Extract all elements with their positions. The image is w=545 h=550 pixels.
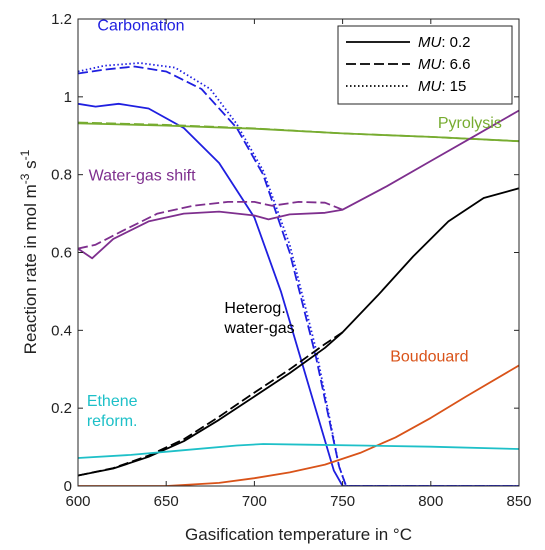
annotation-pyrolysis-line: Pyrolysis <box>438 115 502 132</box>
annotation-ethene: Ethene reform. <box>87 393 138 430</box>
series-heterog-dashed <box>78 331 344 477</box>
series-carbonation-solid <box>78 102 519 486</box>
annotation-ethene-line: reform. <box>87 413 138 430</box>
legend-value: : 0.2 <box>441 34 470 51</box>
y-tick-label: 0.2 <box>51 400 72 417</box>
annotation-wgs-line: Water-gas shift <box>89 168 197 185</box>
x-tick-label: 850 <box>506 493 531 510</box>
y-axis-label: Reaction rate in mol m-3 s-1 <box>18 149 40 354</box>
series-carbonation-dotted <box>78 62 519 486</box>
annotation-wgs: Water-gas shift <box>89 168 197 185</box>
legend-var: MU <box>418 56 441 73</box>
annotation-ethene-line: Ethene <box>87 393 138 410</box>
series-wgs-solid <box>78 109 519 260</box>
y-tick-label: 1.2 <box>51 11 72 28</box>
annotation-carbonation: Carbonation <box>97 18 184 35</box>
legend-box <box>337 25 513 105</box>
y-tick-label: 1 <box>64 89 72 106</box>
series-carbonation-dashed <box>78 65 519 486</box>
x-tick-label: 650 <box>154 493 179 510</box>
series-ethene-solid <box>78 443 519 459</box>
annotation-layer: Carbonation Pyrolysis Water-gas shift Heter… <box>87 18 502 431</box>
legend-value: : 15 <box>441 78 466 95</box>
series-boudouard-solid <box>78 364 519 486</box>
legend: MU: 0.2MU: 6.6MU: 15 <box>337 25 513 105</box>
annotation-carbonation-line: Carbonation <box>97 18 184 35</box>
x-tick-label: 750 <box>330 493 355 510</box>
y-axis-label-sup1: -3 <box>18 173 32 184</box>
legend-value: : 6.6 <box>441 56 470 73</box>
series-layer <box>78 62 519 486</box>
y-tick-label: 0.6 <box>51 245 72 262</box>
annotation-heterog-line: water-gas <box>223 320 294 337</box>
legend-var: MU <box>418 78 441 95</box>
x-axis-label: Gasification temperature in °C <box>185 525 412 544</box>
series-wgs-dashed <box>78 200 343 250</box>
y-tick-label: 0 <box>64 478 72 495</box>
x-tick-label: 600 <box>65 493 90 510</box>
x-tick-label: 700 <box>242 493 267 510</box>
y-tick-label: 0.4 <box>51 322 72 339</box>
legend-var: MU <box>418 34 441 51</box>
y-tick-label: 0.8 <box>51 167 72 184</box>
legend-items: MU: 0.2MU: 6.6MU: 15 <box>346 34 471 95</box>
y-axis-label-sup2: -1 <box>18 149 32 160</box>
y-axis-label-main: Reaction rate in mol m <box>21 184 40 354</box>
series-heterog-solid <box>78 187 519 477</box>
annotation-pyrolysis: Pyrolysis <box>438 115 502 132</box>
tick-layer: 600 650 700 750 800 850 0 0.2 0.4 0.6 0.8 1 1.2 <box>51 11 531 510</box>
y-axis-label-mid: s <box>21 160 40 173</box>
legend-label: MU: 6.6 <box>418 56 471 73</box>
x-tick-label: 800 <box>418 493 443 510</box>
annotation-boudouard: Boudouard <box>390 348 468 365</box>
annotation-heterog: Heterog. water-gas <box>223 300 294 337</box>
annotation-boudouard-line: Boudouard <box>390 348 468 365</box>
legend-label: MU: 15 <box>418 78 466 95</box>
legend-label: MU: 0.2 <box>418 34 471 51</box>
series-pyrolysis-dashed <box>78 121 519 143</box>
annotation-heterog-line: Heterog. <box>224 300 285 317</box>
